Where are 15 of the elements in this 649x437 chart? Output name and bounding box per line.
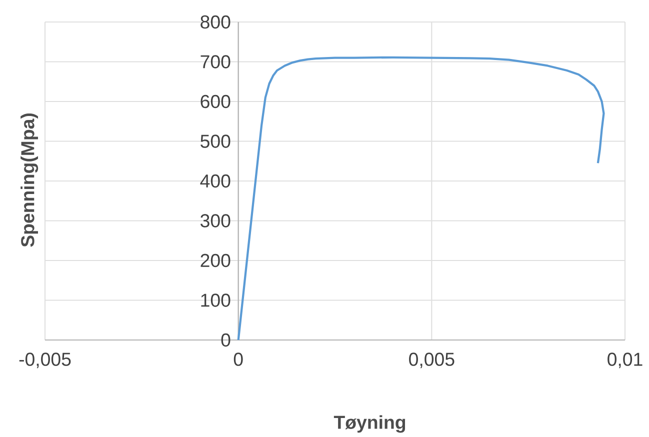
y-tick-label: 800 — [200, 15, 230, 29]
x-tick-label: 0,005 — [409, 352, 454, 368]
x-tick-label: 0,01 — [608, 352, 642, 368]
y-tick-label: 400 — [200, 174, 230, 188]
y-tick-label: 300 — [200, 214, 230, 228]
y-tick-label: 100 — [201, 294, 230, 307]
x-tick-label: -0,005 — [19, 352, 71, 368]
y-tick-label: 700 — [200, 55, 230, 68]
y-tick-label: 200 — [200, 254, 230, 268]
y-axis-title: Spenning(Mpa) — [20, 113, 38, 247]
y-tick-label: 500 — [200, 134, 230, 148]
y-tick-label: 600 — [200, 94, 230, 108]
x-tick-label: 0 — [234, 352, 243, 366]
x-axis-title: Tøyning — [334, 415, 406, 433]
y-tick-label: 0 — [221, 333, 230, 347]
